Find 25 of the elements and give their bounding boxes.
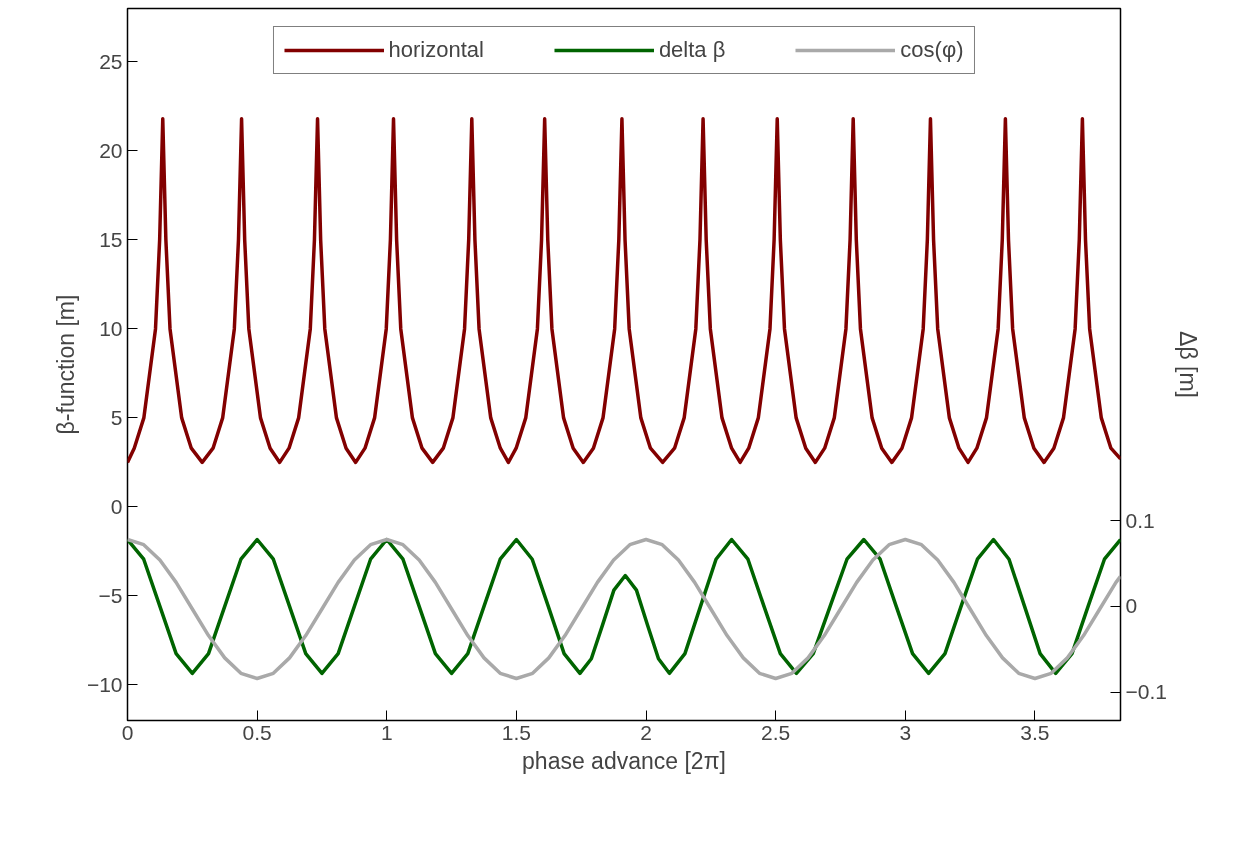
y-tick-label: −10: [86, 672, 123, 696]
y-axis-title: β-function [m]: [52, 294, 79, 435]
x-tick-label: 3: [899, 720, 912, 744]
y-tick-label: −5: [98, 583, 123, 607]
y-tick-label: 10: [99, 316, 123, 340]
legend-label: delta β: [658, 37, 726, 63]
x-tick-label: 1.5: [501, 720, 532, 744]
y2-axis-title: Δβ [m]: [1174, 331, 1201, 398]
y-tick-label: 0: [110, 494, 123, 518]
x-tick-label: 2.5: [761, 720, 791, 744]
x-tick-label: 3.5: [1020, 720, 1050, 744]
x-tick-label: 1: [380, 720, 393, 744]
y2-tick-label: −0.1: [1125, 680, 1167, 704]
y2-tick-label: 0.1: [1125, 508, 1155, 532]
legend-label: horizontal: [388, 37, 484, 63]
y2-tick-label: 0: [1125, 594, 1138, 618]
y-tick-label: 15: [99, 227, 123, 251]
y-tick-label: 20: [99, 138, 123, 162]
y-tick-label: 5: [110, 405, 123, 429]
line-series: [127, 117, 1121, 465]
x-tick-label: 2: [640, 720, 652, 744]
y-tick-label: 25: [99, 49, 123, 73]
x-tick-label: 0.5: [242, 720, 272, 744]
x-axis-title: phase advance [2π]: [522, 747, 726, 774]
legend-label: cos(φ): [900, 37, 964, 63]
